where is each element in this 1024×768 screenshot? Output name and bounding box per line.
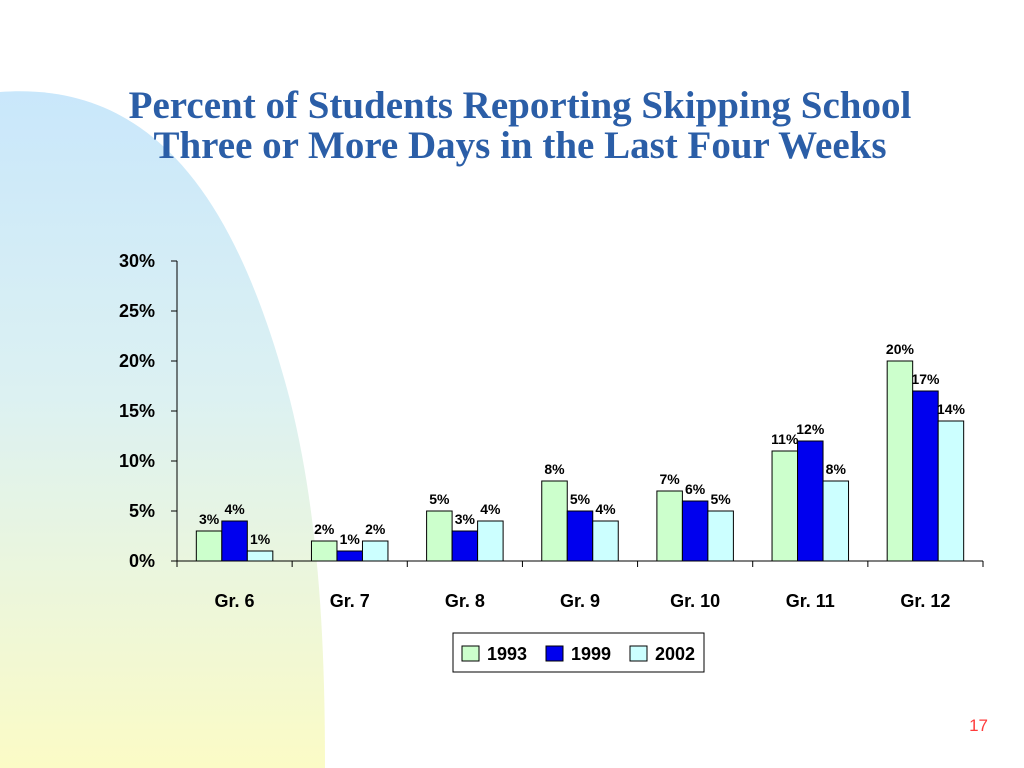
data-label-2002: 5% — [711, 491, 732, 507]
y-tick-label: 10% — [119, 451, 155, 471]
bar-2002 — [361, 540, 389, 562]
y-tick-label: 5% — [129, 501, 155, 521]
data-label-2002: 14% — [937, 401, 966, 417]
bar-1999 — [566, 510, 594, 562]
data-label-1993: 5% — [429, 491, 450, 507]
bar-1993 — [886, 360, 914, 562]
slide-title: Percent of Students Reporting Skipping S… — [40, 86, 1000, 166]
data-label-1999: 12% — [796, 421, 825, 437]
data-label-1999: 6% — [685, 481, 706, 497]
x-category-label: Gr. 7 — [330, 591, 370, 611]
y-tick-label: 20% — [119, 351, 155, 371]
bar-1999 — [681, 500, 709, 562]
bar-2002 — [937, 420, 965, 562]
bar-1999 — [912, 390, 939, 562]
x-category-label: Gr. 6 — [215, 591, 255, 611]
bar-2002 — [707, 510, 734, 562]
data-label-1999: 3% — [455, 511, 476, 527]
y-tick-label: 0% — [129, 551, 155, 571]
x-category-label: Gr. 12 — [900, 591, 950, 611]
bar-1993 — [310, 540, 338, 562]
data-label-2002: 8% — [826, 461, 847, 477]
x-category-label: Gr. 11 — [786, 591, 835, 611]
data-label-2002: 2% — [365, 521, 386, 537]
legend-swatch-2002 — [629, 645, 648, 662]
legend-label-2002: 2002 — [655, 644, 695, 664]
data-label-1999: 4% — [224, 501, 245, 517]
x-category-label: Gr. 8 — [445, 591, 485, 611]
data-label-2002: 4% — [480, 501, 501, 517]
legend-box — [452, 632, 705, 673]
data-label-2002: 1% — [250, 531, 271, 547]
data-label-2002: 4% — [595, 501, 616, 517]
slide-title-line-1: Percent of Students Reporting Skipping S… — [128, 84, 912, 127]
bar-1993 — [541, 480, 568, 562]
bar-1999 — [221, 520, 248, 562]
bar-1999 — [797, 440, 824, 562]
data-label-1993: 11% — [771, 431, 799, 447]
y-tick-label: 30% — [119, 251, 155, 271]
data-label-1999: 17% — [911, 371, 940, 387]
y-tick-label: 15% — [119, 401, 155, 421]
data-label-1993: 3% — [199, 511, 220, 527]
legend-swatch-1993 — [461, 645, 480, 662]
background-swoosh — [0, 91, 325, 768]
bar-1999 — [336, 550, 363, 562]
data-label-1993: 20% — [886, 341, 915, 357]
legend-label-1999: 1999 — [571, 644, 611, 664]
bar-1993 — [195, 530, 223, 562]
bar-2002 — [592, 520, 619, 562]
legend-swatch-1999 — [545, 645, 564, 662]
y-tick-label: 25% — [119, 301, 155, 321]
x-category-label: Gr. 9 — [560, 591, 600, 611]
data-label-1993: 7% — [660, 471, 681, 487]
legend-label-1993: 1993 — [487, 644, 527, 664]
data-label-1993: 2% — [314, 521, 335, 537]
slide-title-line-2: Three or More Days in the Last Four Week… — [153, 124, 887, 167]
bar-2002 — [246, 550, 274, 562]
bar-1993 — [656, 490, 683, 562]
bar-2002 — [822, 480, 850, 562]
data-label-1999: 1% — [340, 531, 361, 547]
bar-1993 — [426, 510, 453, 562]
bar-2002 — [477, 520, 504, 562]
bar-1993 — [771, 450, 799, 562]
bar-1999 — [451, 530, 479, 562]
data-label-1993: 8% — [544, 461, 565, 477]
x-category-label: Gr. 10 — [670, 591, 720, 611]
data-label-1999: 5% — [570, 491, 591, 507]
slide-page-number: 17 — [969, 716, 988, 735]
